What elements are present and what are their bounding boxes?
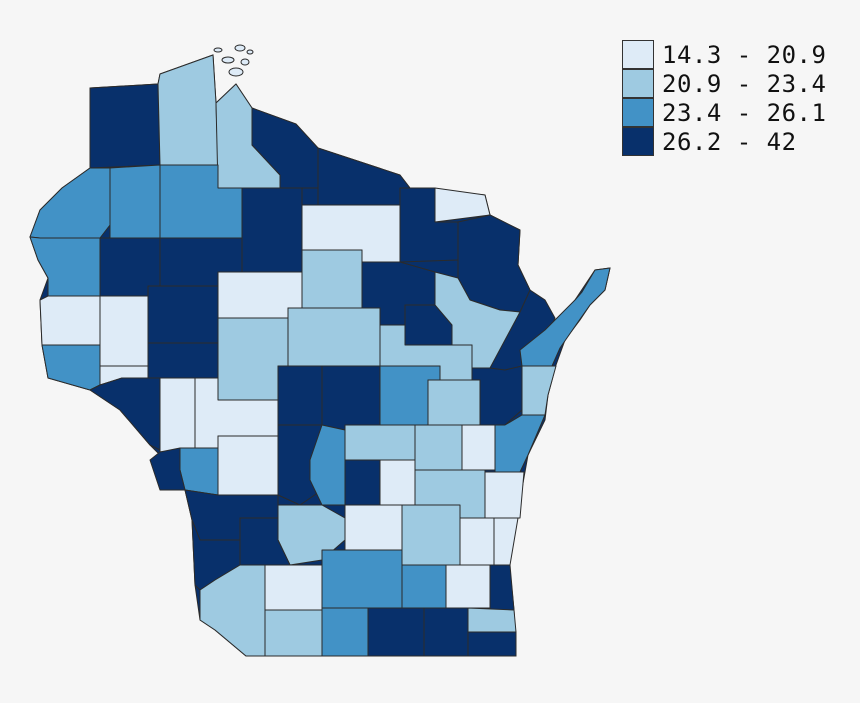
county-portage	[321, 365, 381, 431]
county-douglas	[89, 83, 161, 169]
county-iowa	[264, 564, 323, 611]
county-kewaunee	[521, 365, 557, 416]
legend-item: 26.2 - 42	[622, 127, 826, 156]
county-bayfield	[157, 54, 219, 166]
county-buffalo	[89, 377, 161, 451]
county-waushara	[344, 424, 416, 461]
county-wood	[277, 365, 323, 426]
county-price	[241, 187, 303, 273]
county-columbia	[344, 504, 403, 551]
county-marquette	[344, 459, 381, 506]
county-outagamie	[427, 379, 481, 426]
county-vernon	[217, 435, 279, 496]
county-washington	[459, 517, 495, 566]
county-green-lake	[379, 459, 416, 506]
legend-label: 20.9 - 23.4	[662, 69, 827, 98]
county-dodge	[401, 504, 461, 566]
county-sheboygan	[484, 471, 525, 519]
legend-swatch	[622, 69, 654, 98]
county-vilas	[317, 147, 411, 206]
county-chippewa	[147, 285, 219, 344]
legend-item: 20.9 - 23.4	[622, 69, 826, 98]
county-dane	[321, 549, 403, 609]
county-kenosha	[467, 631, 517, 657]
county-rock	[321, 607, 369, 657]
county-green	[264, 609, 323, 657]
legend-swatch	[622, 127, 654, 156]
county-eau-claire	[147, 342, 219, 379]
legend-label: 23.4 - 26.1	[662, 98, 827, 127]
legend-label: 14.3 - 20.9	[662, 40, 827, 69]
county-winnebago	[414, 424, 463, 471]
legend-label: 26.2 - 42	[662, 127, 797, 156]
county-racine-east	[467, 607, 517, 633]
apostle-islands	[213, 44, 254, 77]
legend: 14.3 - 20.9 20.9 - 23.4 23.4 - 26.1 26.2…	[622, 40, 826, 156]
county-jefferson	[401, 564, 447, 609]
county-dunn	[99, 295, 149, 367]
county-polk	[29, 236, 101, 297]
county-st-croix	[39, 295, 101, 346]
county-la-crosse	[149, 447, 186, 491]
county-door	[519, 267, 611, 367]
county-pierce	[41, 344, 101, 391]
legend-item: 14.3 - 20.9	[622, 40, 826, 69]
county-milwaukee	[489, 564, 515, 611]
county-waukesha	[445, 564, 491, 609]
county-washburn	[109, 164, 161, 239]
county-marathon	[287, 307, 381, 367]
county-brown	[471, 365, 523, 426]
county-walworth	[367, 607, 425, 657]
legend-item: 23.4 - 26.1	[622, 98, 826, 127]
legend-swatch	[622, 98, 654, 127]
county-trempealeau	[159, 377, 196, 453]
county-lincoln	[301, 249, 363, 309]
county-calumet	[461, 424, 496, 471]
county-monroe	[179, 447, 219, 496]
county-racine	[423, 607, 469, 657]
legend-swatch	[622, 40, 654, 69]
county-burnett	[29, 167, 111, 239]
county-ozaukee	[493, 517, 519, 566]
